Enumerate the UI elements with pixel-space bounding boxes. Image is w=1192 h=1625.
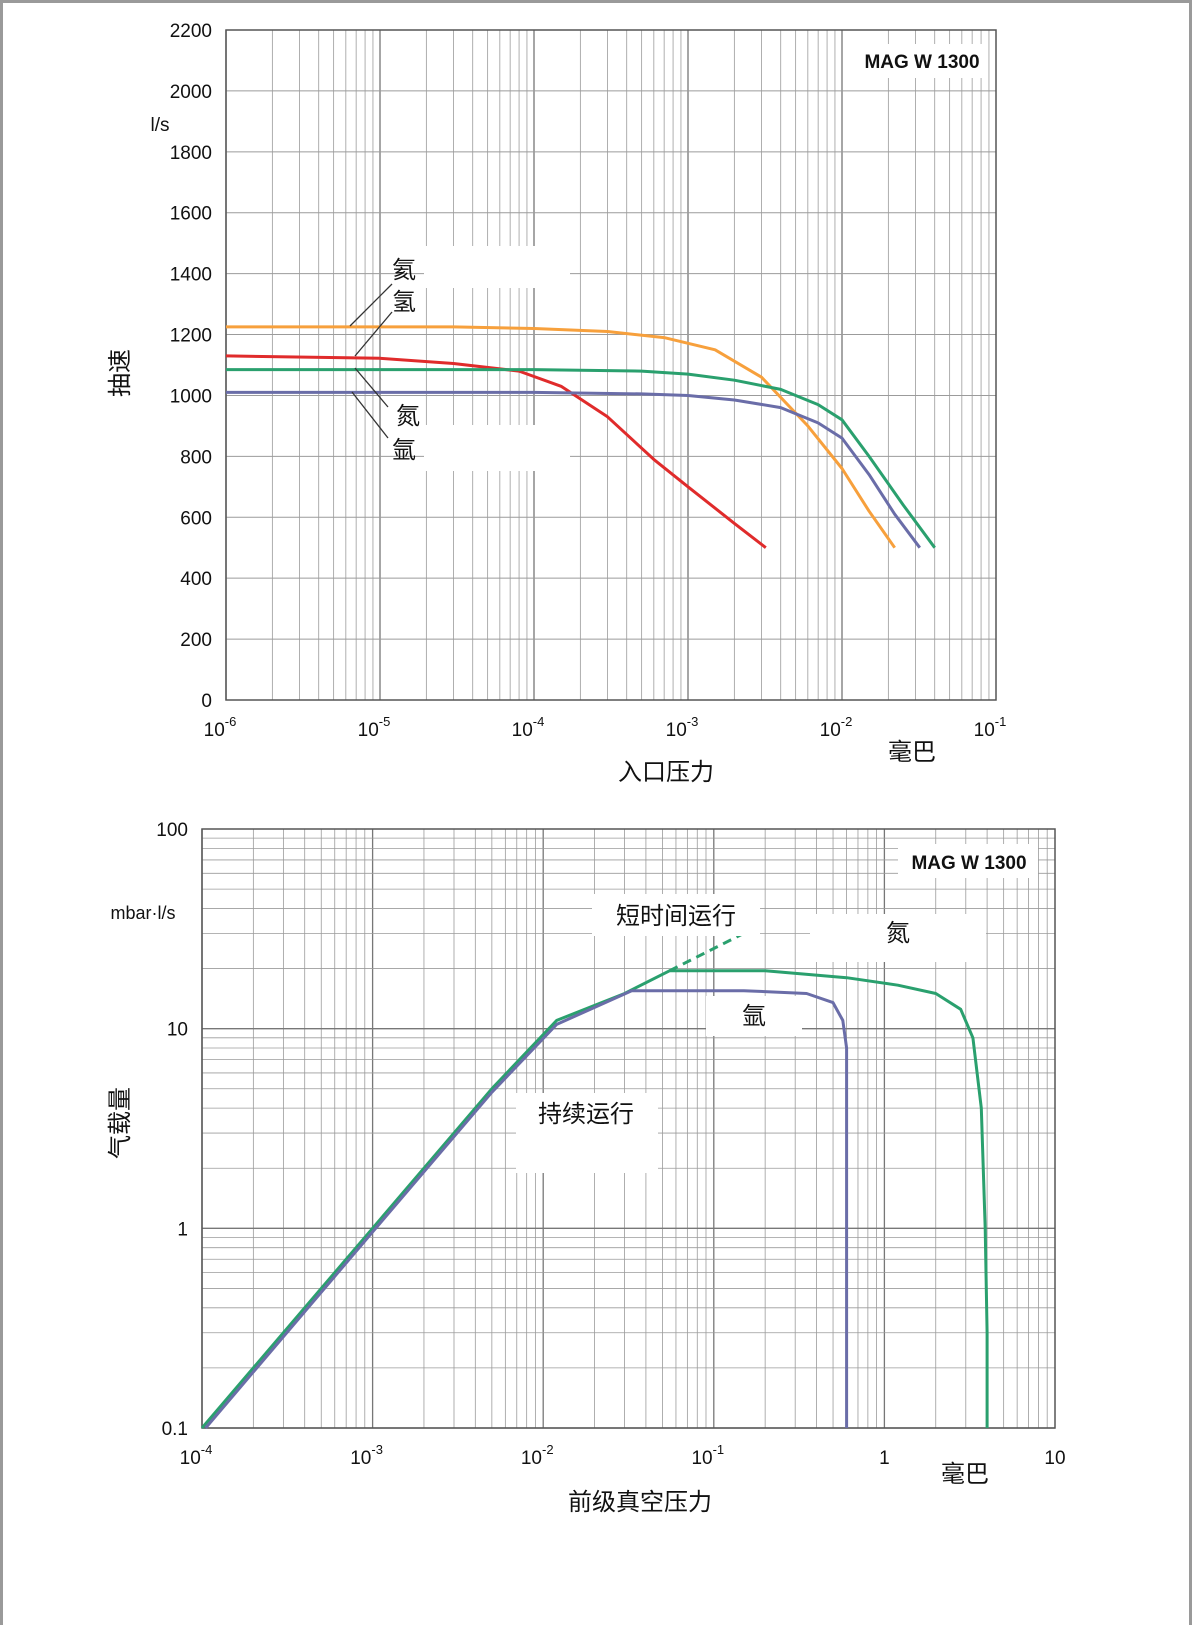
c1-xtick-exp: -5: [379, 714, 391, 729]
c2-xtick-base: 10: [1044, 1448, 1065, 1469]
c1-annotation: 氩: [392, 436, 416, 464]
c1-xtick-label: 10-2: [820, 714, 853, 741]
c2-xtick-label: 10-4: [180, 1442, 213, 1469]
c2-title-bg: [898, 844, 1038, 878]
c1-ytick-label: 1000: [170, 386, 212, 407]
c2-yunit: mbar·l/s: [110, 903, 175, 923]
c2-plot-frame: [201, 828, 1056, 1429]
c1-xtick-base: 10: [204, 720, 225, 741]
c1-ytick-label: 0: [201, 691, 212, 712]
c1-ytick-label: 2200: [170, 21, 212, 42]
c1-xtick-label: 10-6: [204, 714, 237, 741]
c1-yunit: l/s: [151, 115, 170, 136]
c2-annotation: 氩: [742, 1002, 766, 1030]
chart-pumping-speed: 0 200 400 600 800 1000 1200 1400 1600 1800 2000 220…: [106, 21, 1007, 786]
c2-ylabel: 气载量: [106, 1087, 134, 1159]
c1-annotation: 氢: [392, 288, 416, 316]
c1-annotation-bg: [424, 425, 570, 471]
c2-xtick-label: 10-3: [350, 1442, 383, 1469]
c1-series-h2: [225, 354, 767, 549]
c1-plot-frame: [225, 29, 997, 701]
c2-xtick-base: 10: [521, 1448, 542, 1469]
c1-xlabel: 入口压力: [618, 758, 714, 786]
c1-xtick-label: 10-5: [358, 714, 391, 741]
c2-xtick-base: 10: [180, 1448, 201, 1469]
c2-xtick-label: 1: [879, 1448, 890, 1469]
c2-xtick-exp: -4: [201, 1442, 213, 1457]
c2-xtick-label: 10-2: [521, 1442, 554, 1469]
c1-annotation: 氮: [396, 402, 420, 430]
c1-ytick-label: 800: [180, 447, 212, 468]
c1-series-n2: [226, 368, 936, 549]
c2-annotation-bg: [810, 914, 986, 962]
c1-ytick-label: 200: [180, 630, 212, 651]
c1-xtick-exp: -4: [533, 714, 545, 729]
c2-xtick-label: 10-1: [691, 1442, 724, 1469]
c1-xtick-exp: -6: [225, 714, 237, 729]
c2-annotation-bg: [706, 996, 802, 1036]
c1-xtick-base: 10: [358, 720, 379, 741]
c1-xtick-base: 10: [820, 720, 841, 741]
c2-series-n2-short: [668, 932, 745, 973]
c2-ytick-label: 1: [177, 1219, 188, 1240]
c1-ytick-label: 2000: [170, 82, 212, 103]
c1-ytick-label: 600: [180, 508, 212, 529]
c2-xtick-exp: -1: [713, 1442, 725, 1457]
c1-xtick-base: 10: [512, 720, 533, 741]
c1-leader-h2: [354, 311, 393, 357]
c2-ytick-label: 100: [156, 820, 188, 841]
c1-xunit: 毫巴: [888, 738, 936, 766]
c1-title-bg: [856, 44, 988, 78]
c2-xtick-base: 10: [350, 1448, 371, 1469]
c2-xtick-exp: -2: [542, 1442, 554, 1457]
c2-annotation-bg: [592, 894, 760, 936]
c1-ytick-label: 1800: [170, 143, 212, 164]
c1-xtick-label: 10-4: [512, 714, 545, 741]
c1-ytick-label: 400: [180, 569, 212, 590]
c1-leader-n2: [354, 367, 389, 408]
c1-xtick-exp: -1: [995, 714, 1007, 729]
c2-ytick-label: 0.1: [162, 1419, 188, 1440]
c2-xtick-base: 10: [691, 1448, 712, 1469]
c1-leader-ar: [351, 391, 389, 439]
c1-ylabel: 抽速: [106, 349, 134, 397]
c1-xtick-exp: -3: [687, 714, 699, 729]
c1-xtick-base: 10: [666, 720, 687, 741]
c2-annotation: 持续运行: [538, 1100, 634, 1128]
c1-leader-he: [349, 283, 393, 327]
c1-xtick-label: 10-3: [666, 714, 699, 741]
c1-annotation: 氦: [392, 256, 416, 284]
c2-series-n2: [200, 969, 989, 1429]
c1-xtick-label: 10-1: [974, 714, 1007, 741]
c1-ytick-label: 1400: [170, 265, 212, 286]
c2-annotation-bg: [516, 1093, 658, 1173]
c1-title: MAG W 1300: [864, 52, 979, 73]
c2-xtick-exp: -3: [371, 1442, 383, 1457]
c2-xunit: 毫巴: [941, 1460, 989, 1488]
c1-annotation-bg: [424, 246, 570, 288]
c1-xtick-base: 10: [974, 720, 995, 741]
c2-xtick-label: 10: [1044, 1448, 1065, 1469]
c2-title: MAG W 1300: [911, 853, 1026, 874]
c2-annotation: 短时间运行: [616, 902, 736, 930]
c1-ytick-label: 1600: [170, 204, 212, 225]
c2-xlabel: 前级真空压力: [568, 1488, 712, 1516]
c1-ytick-label: 1200: [170, 326, 212, 347]
c2-series-ar: [204, 989, 849, 1429]
c2-ytick-label: 10: [167, 1020, 188, 1041]
c1-grid: [225, 29, 996, 701]
c1-series-ar: [226, 390, 922, 549]
c1-series-he: [226, 325, 896, 549]
c2-annotation: 氮: [886, 919, 910, 947]
c2-xtick-base: 1: [879, 1448, 890, 1469]
c1-xtick-exp: -2: [841, 714, 853, 729]
